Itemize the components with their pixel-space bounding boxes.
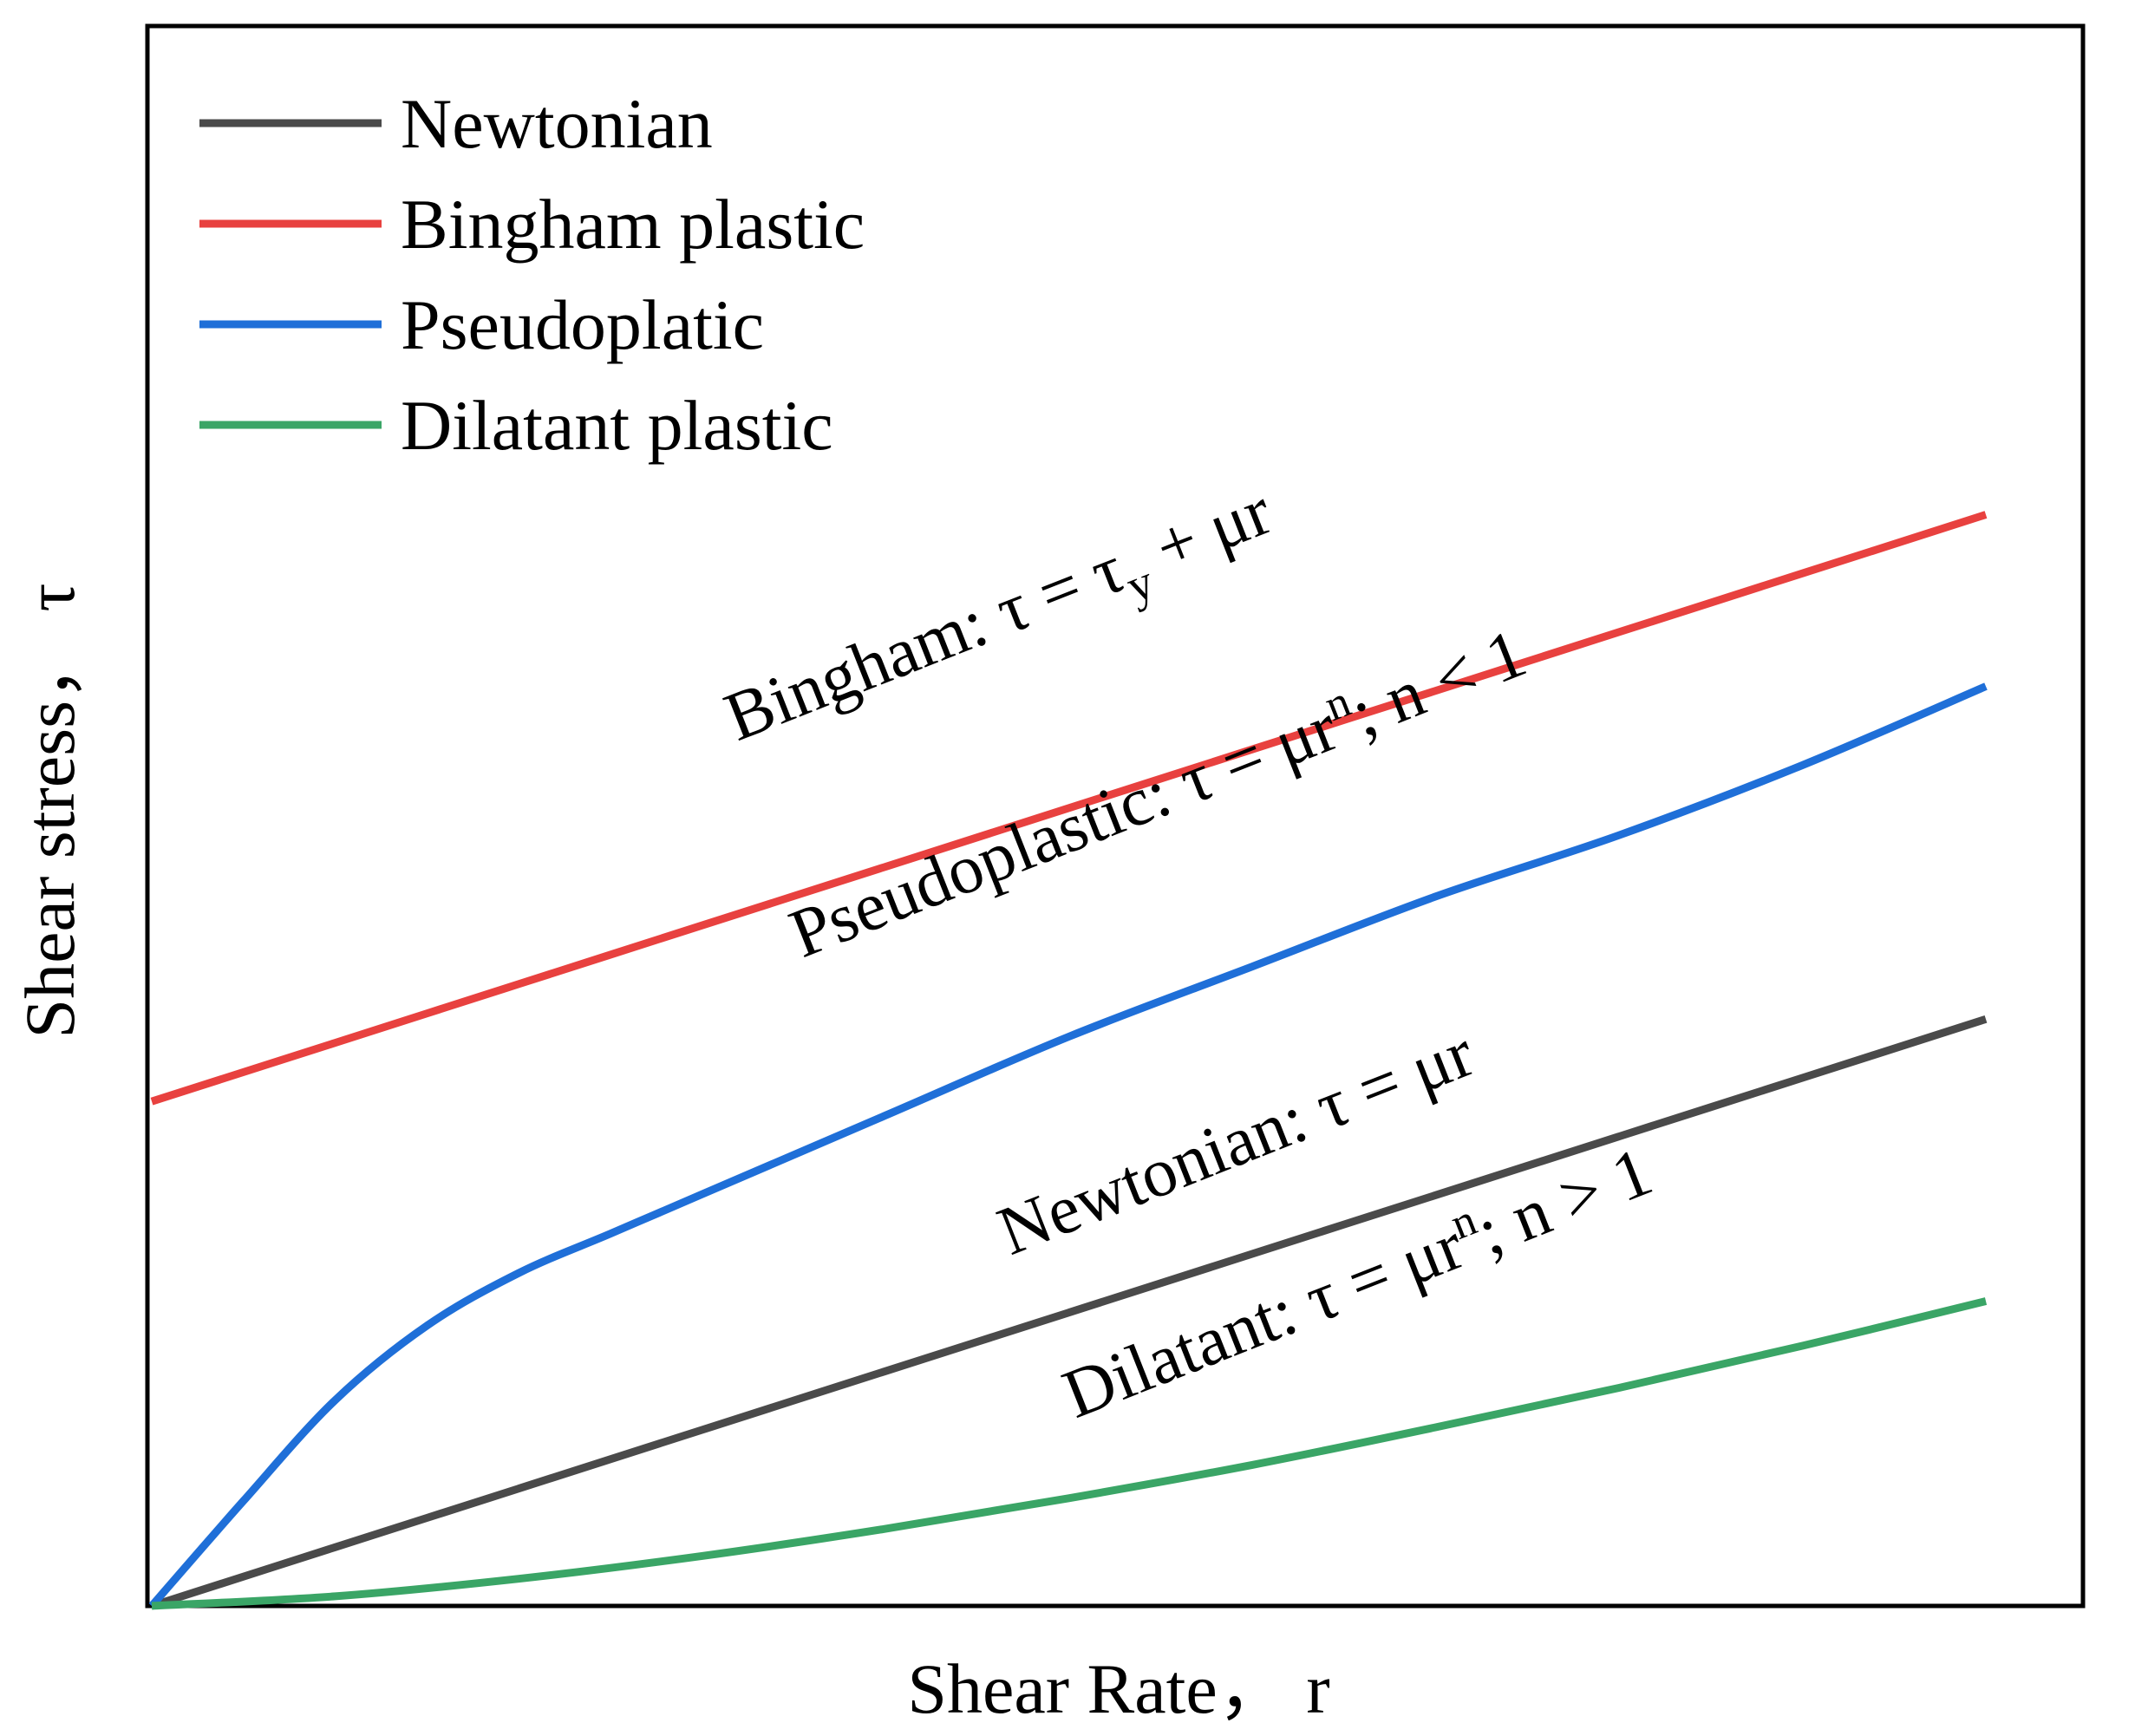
series-line-bingham-plastic: [150, 511, 1988, 1106]
y-axis-title: Shear stress， τ: [10, 584, 89, 1039]
legend-label-newtonian: Newtonian: [401, 84, 713, 163]
series-line-pseudoplatic: [148, 682, 1988, 1609]
series-line-dilatant-plastic: [151, 1297, 1988, 1610]
annotation-bingham: Bingham: τ = τy + μr: [715, 473, 1286, 768]
legend-label-pseudoplatic: Pseudoplatic: [401, 285, 764, 364]
plot-frame: [145, 23, 2086, 1609]
legend-label-dilatant-plastic: Dilatant plastic: [401, 386, 833, 465]
series-layer: [148, 511, 1988, 1610]
legend-label-bingham-plastic: Bingham plastic: [401, 185, 865, 264]
series-line-newtonian: [150, 1015, 1988, 1610]
x-axis-title: Shear Rate， r: [907, 1649, 1329, 1728]
legend: Newtonian Bingham plastic Pseudoplatic Dila…: [199, 84, 865, 465]
